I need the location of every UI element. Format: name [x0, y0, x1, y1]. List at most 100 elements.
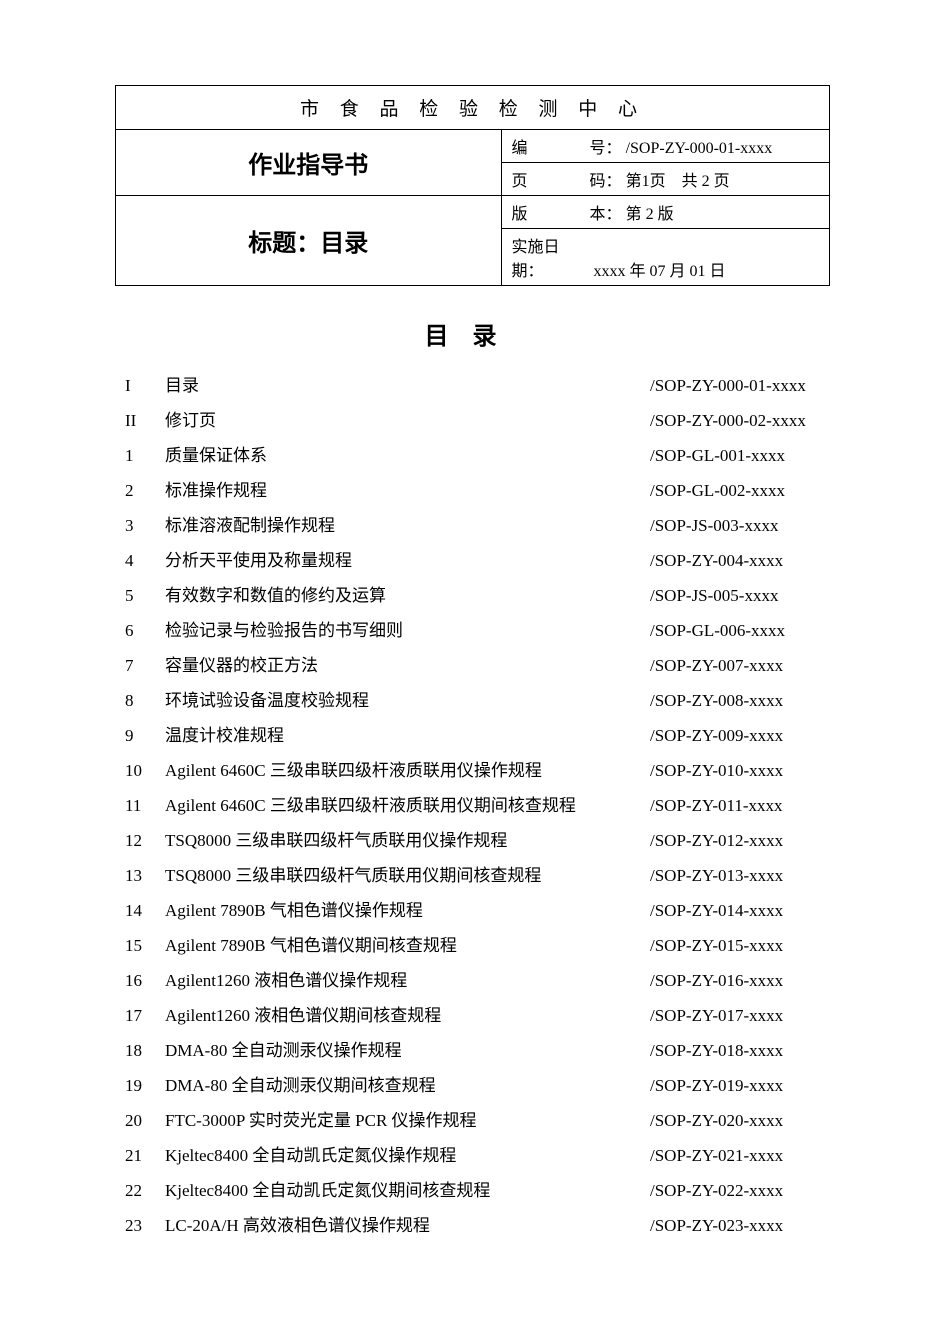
toc-row: 15Agilent 7890B 气相色谱仪期间核查规程/SOP-ZY-015-x…	[125, 937, 830, 954]
toc-code: /SOP-ZY-014-xxxx	[650, 902, 830, 919]
toc-text: 温度计校准规程	[165, 727, 650, 744]
toc-text: 容量仪器的校正方法	[165, 657, 650, 674]
toc-num: 22	[125, 1182, 165, 1199]
toc-code: /SOP-ZY-010-xxxx	[650, 762, 830, 779]
code-label: 编	[512, 134, 590, 158]
toc-row: 10Agilent 6460C 三级串联四级杆液质联用仪操作规程/SOP-ZY-…	[125, 762, 830, 779]
toc-code: /SOP-ZY-012-xxxx	[650, 832, 830, 849]
toc-text: Agilent 6460C 三级串联四级杆液质联用仪期间核查规程	[165, 797, 650, 814]
toc-code: /SOP-ZY-017-xxxx	[650, 1007, 830, 1024]
toc-num: 18	[125, 1042, 165, 1059]
toc-num: 15	[125, 937, 165, 954]
page-label: 页	[512, 167, 590, 191]
toc-code: /SOP-GL-001-xxxx	[650, 447, 830, 464]
toc-num: 6	[125, 622, 165, 639]
toc-text: 分析天平使用及称量规程	[165, 552, 650, 569]
date-label: 实施日期：	[512, 233, 590, 281]
toc-num: 20	[125, 1112, 165, 1129]
toc-row: I目录/SOP-ZY-000-01-xxxx	[125, 377, 830, 394]
toc-num: 9	[125, 727, 165, 744]
toc-row: 13TSQ8000 三级串联四级杆气质联用仪期间核查规程/SOP-ZY-013-…	[125, 867, 830, 884]
code-label2: 号：	[590, 140, 622, 157]
toc-num: II	[125, 412, 165, 429]
page-label2: 码：	[590, 173, 622, 190]
toc-code: /SOP-ZY-021-xxxx	[650, 1147, 830, 1164]
toc-row: 21Kjeltec8400 全自动凯氏定氮仪操作规程/SOP-ZY-021-xx…	[125, 1147, 830, 1164]
doc-type: 作业指导书	[116, 130, 502, 196]
toc-list: I目录/SOP-ZY-000-01-xxxxII修订页/SOP-ZY-000-0…	[115, 377, 830, 1234]
toc-row: 12TSQ8000 三级串联四级杆气质联用仪操作规程/SOP-ZY-012-xx…	[125, 832, 830, 849]
toc-row: 2标准操作规程/SOP-GL-002-xxxx	[125, 482, 830, 499]
toc-code: /SOP-JS-003-xxxx	[650, 517, 830, 534]
toc-code: /SOP-ZY-000-02-xxxx	[650, 412, 830, 429]
toc-text: Kjeltec8400 全自动凯氏定氮仪操作规程	[165, 1147, 650, 1164]
toc-code: /SOP-ZY-022-xxxx	[650, 1182, 830, 1199]
toc-row: 11Agilent 6460C 三级串联四级杆液质联用仪期间核查规程/SOP-Z…	[125, 797, 830, 814]
toc-code: /SOP-ZY-009-xxxx	[650, 727, 830, 744]
toc-num: 11	[125, 797, 165, 814]
toc-code: /SOP-ZY-019-xxxx	[650, 1077, 830, 1094]
toc-row: 4分析天平使用及称量规程/SOP-ZY-004-xxxx	[125, 552, 830, 569]
toc-text: 有效数字和数值的修约及运算	[165, 587, 650, 604]
toc-num: 12	[125, 832, 165, 849]
toc-num: 2	[125, 482, 165, 499]
toc-text: TSQ8000 三级串联四级杆气质联用仪期间核查规程	[165, 867, 650, 884]
toc-num: I	[125, 377, 165, 394]
title-label: 标题：目录	[116, 196, 502, 286]
toc-num: 19	[125, 1077, 165, 1094]
toc-row: 6检验记录与检验报告的书写细则/SOP-GL-006-xxxx	[125, 622, 830, 639]
toc-code: /SOP-ZY-011-xxxx	[650, 797, 830, 814]
code-row: 编号： /SOP-ZY-000-01-xxxx	[501, 130, 829, 163]
toc-row: 17Agilent1260 液相色谱仪期间核查规程/SOP-ZY-017-xxx…	[125, 1007, 830, 1024]
toc-text: DMA-80 全自动测汞仪期间核查规程	[165, 1077, 650, 1094]
toc-num: 4	[125, 552, 165, 569]
toc-code: /SOP-ZY-023-xxxx	[650, 1217, 830, 1234]
toc-num: 7	[125, 657, 165, 674]
toc-num: 14	[125, 902, 165, 919]
toc-code: /SOP-JS-005-xxxx	[650, 587, 830, 604]
toc-row: 8环境试验设备温度校验规程/SOP-ZY-008-xxxx	[125, 692, 830, 709]
toc-num: 1	[125, 447, 165, 464]
toc-text: 质量保证体系	[165, 447, 650, 464]
toc-num: 16	[125, 972, 165, 989]
toc-text: Agilent 7890B 气相色谱仪期间核查规程	[165, 937, 650, 954]
toc-num: 17	[125, 1007, 165, 1024]
toc-text: Agilent 7890B 气相色谱仪操作规程	[165, 902, 650, 919]
toc-text: Agilent1260 液相色谱仪操作规程	[165, 972, 650, 989]
toc-row: 20FTC-3000P 实时荧光定量 PCR 仪操作规程/SOP-ZY-020-…	[125, 1112, 830, 1129]
toc-num: 3	[125, 517, 165, 534]
toc-heading: 目录	[115, 316, 830, 351]
toc-row: 16Agilent1260 液相色谱仪操作规程/SOP-ZY-016-xxxx	[125, 972, 830, 989]
toc-row: 22Kjeltec8400 全自动凯氏定氮仪期间核查规程/SOP-ZY-022-…	[125, 1182, 830, 1199]
toc-text: 标准操作规程	[165, 482, 650, 499]
header-table: 市 食 品 检 验 检 测 中 心 作业指导书 编号： /SOP-ZY-000-…	[115, 85, 830, 286]
code-value: /SOP-ZY-000-01-xxxx	[626, 140, 773, 157]
toc-row: 9温度计校准规程/SOP-ZY-009-xxxx	[125, 727, 830, 744]
toc-row: 18DMA-80 全自动测汞仪操作规程/SOP-ZY-018-xxxx	[125, 1042, 830, 1059]
toc-text: Kjeltec8400 全自动凯氏定氮仪期间核查规程	[165, 1182, 650, 1199]
toc-code: /SOP-ZY-020-xxxx	[650, 1112, 830, 1129]
toc-code: /SOP-ZY-004-xxxx	[650, 552, 830, 569]
toc-text: Agilent 6460C 三级串联四级杆液质联用仪操作规程	[165, 762, 650, 779]
ver-row: 版本： 第 2 版	[501, 196, 829, 229]
toc-num: 5	[125, 587, 165, 604]
toc-num: 21	[125, 1147, 165, 1164]
toc-code: /SOP-ZY-016-xxxx	[650, 972, 830, 989]
toc-text: Agilent1260 液相色谱仪期间核查规程	[165, 1007, 650, 1024]
toc-row: 14Agilent 7890B 气相色谱仪操作规程/SOP-ZY-014-xxx…	[125, 902, 830, 919]
toc-text: TSQ8000 三级串联四级杆气质联用仪操作规程	[165, 832, 650, 849]
toc-text: LC-20A/H 高效液相色谱仪操作规程	[165, 1217, 650, 1234]
toc-num: 8	[125, 692, 165, 709]
toc-text: 环境试验设备温度校验规程	[165, 692, 650, 709]
toc-num: 23	[125, 1217, 165, 1234]
toc-code: /SOP-GL-002-xxxx	[650, 482, 830, 499]
toc-num: 10	[125, 762, 165, 779]
toc-row: 1质量保证体系/SOP-GL-001-xxxx	[125, 447, 830, 464]
ver-value: 第 2 版	[626, 206, 674, 223]
toc-num: 13	[125, 867, 165, 884]
toc-code: /SOP-ZY-018-xxxx	[650, 1042, 830, 1059]
toc-code: /SOP-ZY-013-xxxx	[650, 867, 830, 884]
date-value: xxxx 年 07 月 01 日	[594, 263, 726, 280]
toc-code: /SOP-GL-006-xxxx	[650, 622, 830, 639]
toc-code: /SOP-ZY-008-xxxx	[650, 692, 830, 709]
